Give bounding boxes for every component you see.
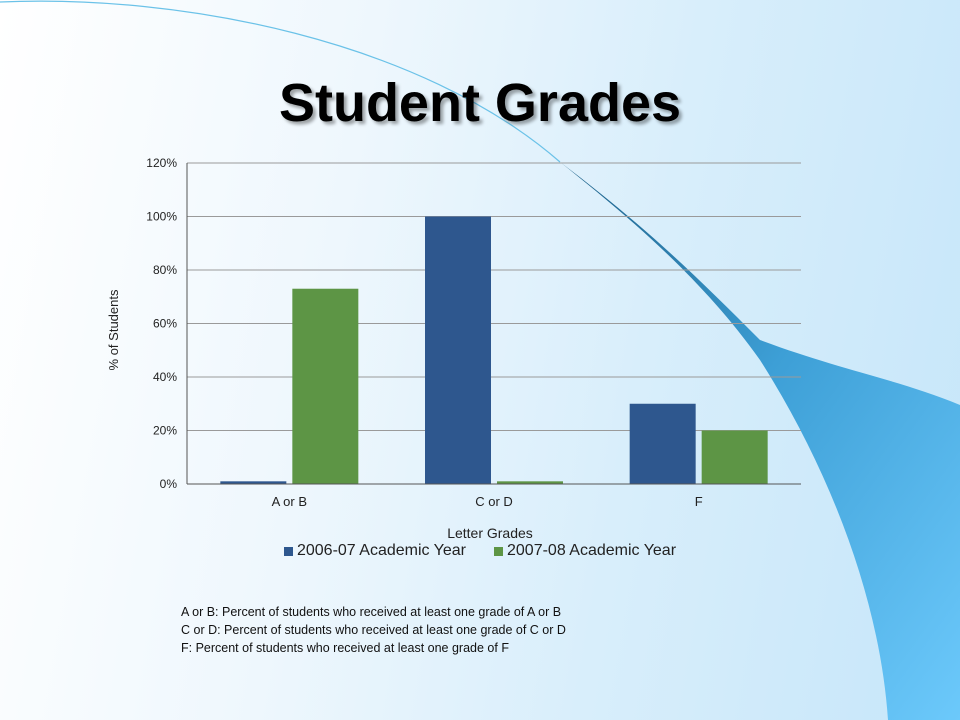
legend-item-2006: 2006-07 Academic Year: [283, 542, 466, 560]
y-tick-label: 120%: [146, 156, 177, 170]
y-tick-label: 60%: [153, 317, 177, 331]
x-tick-labels: A or B C or D F: [272, 494, 703, 509]
bar-2007-0: [292, 288, 359, 484]
legend-swatch-2007: [494, 546, 503, 556]
grade-definitions: A or B: Percent of students who received…: [181, 603, 566, 657]
legend-item-2007: 2007-08 Academic Year: [494, 542, 676, 560]
x-tick-label: A or B: [272, 494, 307, 509]
bar-2007-1: [497, 481, 563, 484]
y-tick-label: 20%: [153, 424, 177, 438]
bar-2007-2: [701, 430, 768, 484]
decorative-arc-line: [0, 0, 561, 163]
x-tick-label: C or D: [475, 494, 513, 509]
bars: [220, 216, 768, 484]
y-tick-label: 100%: [146, 210, 177, 224]
axes: [186, 163, 801, 485]
y-axis-label: % of Students: [106, 289, 121, 370]
decorative-swoosh: [560, 162, 960, 720]
x-axis-label: Letter Grades: [447, 525, 533, 541]
chart-legend: 2006-07 Academic Year 2007-08 Academic Y…: [0, 542, 960, 560]
y-tick-label: 0%: [160, 477, 178, 491]
bar-2006-0: [220, 481, 287, 484]
note-f: F: Percent of students who received at l…: [181, 641, 509, 655]
legend-label-2006: 2006-07 Academic Year: [296, 542, 466, 559]
gridlines: [187, 162, 801, 431]
bar-2006-2: [629, 403, 696, 484]
y-tick-label: 40%: [153, 370, 177, 384]
y-tick-label: 80%: [153, 263, 177, 277]
note-a-or-b: A or B: Percent of students who received…: [181, 605, 562, 619]
y-tick-labels: 0% 20% 40% 60% 80% 100% 120%: [146, 156, 177, 491]
legend-swatch-2006: [283, 546, 293, 556]
x-tick-label: F: [695, 494, 703, 509]
bar-2006-1: [425, 216, 491, 484]
legend-label-2007: 2007-08 Academic Year: [507, 542, 677, 559]
note-c-or-d: C or D: Percent of students who received…: [181, 623, 566, 637]
slide-title: Student Grades: [278, 73, 682, 133]
